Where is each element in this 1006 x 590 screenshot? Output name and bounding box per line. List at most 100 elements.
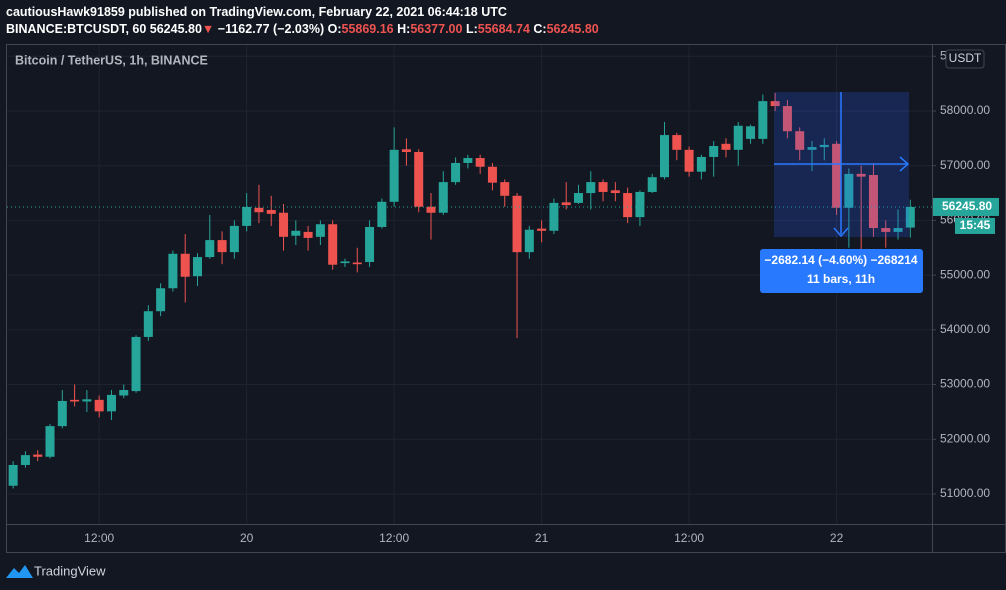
candle-body bbox=[868, 174, 878, 229]
candle-body bbox=[819, 144, 829, 148]
candle-body bbox=[721, 143, 731, 150]
candle-body bbox=[180, 253, 190, 277]
candle-body bbox=[340, 261, 350, 264]
candle-body bbox=[782, 106, 792, 132]
candle-body bbox=[832, 143, 842, 208]
candle-body bbox=[647, 177, 657, 192]
candle-body bbox=[684, 149, 694, 172]
candle-body bbox=[20, 455, 30, 465]
brand: TradingView bbox=[34, 563, 106, 578]
o: 55869.16 bbox=[341, 22, 394, 36]
candle-body bbox=[807, 147, 817, 150]
symbol: BINANCE:BTCUSDT, 60 bbox=[6, 22, 147, 36]
x-tick-label: 22 bbox=[830, 531, 844, 545]
candle-body bbox=[254, 207, 264, 213]
candle-body bbox=[70, 399, 80, 402]
y-tick-label: 55000.00 bbox=[940, 267, 990, 281]
candle-body bbox=[856, 173, 866, 177]
candle-body bbox=[156, 288, 166, 312]
candle-body bbox=[598, 182, 608, 192]
candle-body bbox=[192, 257, 202, 277]
candle-body bbox=[352, 262, 362, 265]
h: 56377.00 bbox=[410, 22, 463, 36]
candle-body bbox=[106, 394, 116, 412]
candle-body bbox=[82, 399, 92, 402]
o-label: O: bbox=[327, 22, 342, 36]
candle-body bbox=[315, 224, 325, 237]
candle-body bbox=[229, 225, 239, 253]
candle-body bbox=[561, 202, 571, 206]
candle-body bbox=[242, 207, 252, 226]
candle-body bbox=[377, 201, 387, 227]
candle-body bbox=[33, 454, 43, 457]
candle-body bbox=[573, 193, 583, 203]
y-tick-label: 54000.00 bbox=[940, 322, 990, 336]
countdown-label: 15:45 bbox=[960, 218, 991, 232]
candle-body bbox=[438, 182, 448, 213]
measure-arrow-right bbox=[899, 156, 910, 172]
candle-body bbox=[487, 166, 497, 183]
arrow: ▼ bbox=[201, 22, 215, 36]
candle-body bbox=[844, 173, 854, 208]
candle-body bbox=[549, 202, 559, 231]
l: 55684.74 bbox=[477, 22, 530, 36]
candle-body bbox=[586, 182, 596, 194]
measure-tooltip bbox=[760, 249, 923, 293]
chart-title: Bitcoin / TetherUS, 1h, BINANCE bbox=[15, 53, 208, 67]
currency-badge bbox=[945, 49, 985, 69]
candle-body bbox=[672, 135, 682, 150]
candle-body bbox=[623, 193, 633, 218]
y-tick-label: 51000.00 bbox=[940, 486, 990, 500]
countdown-badge bbox=[955, 217, 995, 234]
candle-body bbox=[610, 190, 620, 194]
y-tick-label: 5 bbox=[940, 48, 947, 62]
y-tick-label: 52000.00 bbox=[940, 431, 990, 445]
candle-body bbox=[8, 464, 18, 486]
measure-line2: 11 bars, 11h bbox=[807, 272, 875, 286]
x-tick-label: 12:00 bbox=[84, 531, 114, 545]
candle-body bbox=[217, 240, 227, 253]
candle-body bbox=[905, 206, 915, 228]
change: −1162.77 (−2.03%) bbox=[217, 22, 325, 36]
h-label: H: bbox=[397, 22, 411, 36]
candle-body bbox=[524, 229, 534, 253]
author-line: cautiousHawk91859 published on TradingVi… bbox=[6, 5, 507, 19]
candle-body bbox=[451, 162, 461, 183]
candle-body bbox=[696, 156, 706, 172]
candle-body bbox=[168, 253, 178, 289]
candle-body bbox=[426, 206, 436, 213]
candle-body bbox=[45, 426, 55, 457]
candle-body bbox=[94, 399, 104, 412]
currency-label: USDT bbox=[949, 51, 982, 65]
candle-body bbox=[401, 149, 411, 153]
candle-body bbox=[500, 182, 510, 196]
candle-body bbox=[414, 152, 424, 207]
x-tick-label: 20 bbox=[240, 531, 254, 545]
candle-body bbox=[758, 101, 768, 139]
candle-body bbox=[205, 240, 215, 258]
candle-body bbox=[733, 125, 743, 150]
x-tick-label: 12:00 bbox=[379, 531, 409, 545]
c-label: C: bbox=[533, 22, 547, 36]
l-label: L: bbox=[465, 22, 478, 36]
candle-body bbox=[119, 390, 129, 396]
c: 56245.80 bbox=[546, 22, 599, 36]
candle-body bbox=[475, 158, 485, 167]
candle-body bbox=[365, 226, 375, 262]
candle-body bbox=[279, 212, 289, 237]
x-tick-label: 12:00 bbox=[674, 531, 704, 545]
candle-body bbox=[537, 228, 547, 231]
candle-body bbox=[893, 228, 903, 232]
candle-body bbox=[266, 210, 276, 214]
y-tick-label: 58000.00 bbox=[940, 103, 990, 117]
candle-body bbox=[57, 400, 67, 427]
brand-logo bbox=[6, 565, 33, 578]
last-price: 56245.80 bbox=[149, 22, 202, 36]
candle-body bbox=[709, 145, 719, 157]
y-tick-label: 53000.00 bbox=[940, 377, 990, 391]
price-badge bbox=[933, 197, 999, 216]
candle-body bbox=[291, 230, 301, 236]
measure-line1: −2682.14 (−4.60%) −268214 bbox=[764, 253, 917, 267]
